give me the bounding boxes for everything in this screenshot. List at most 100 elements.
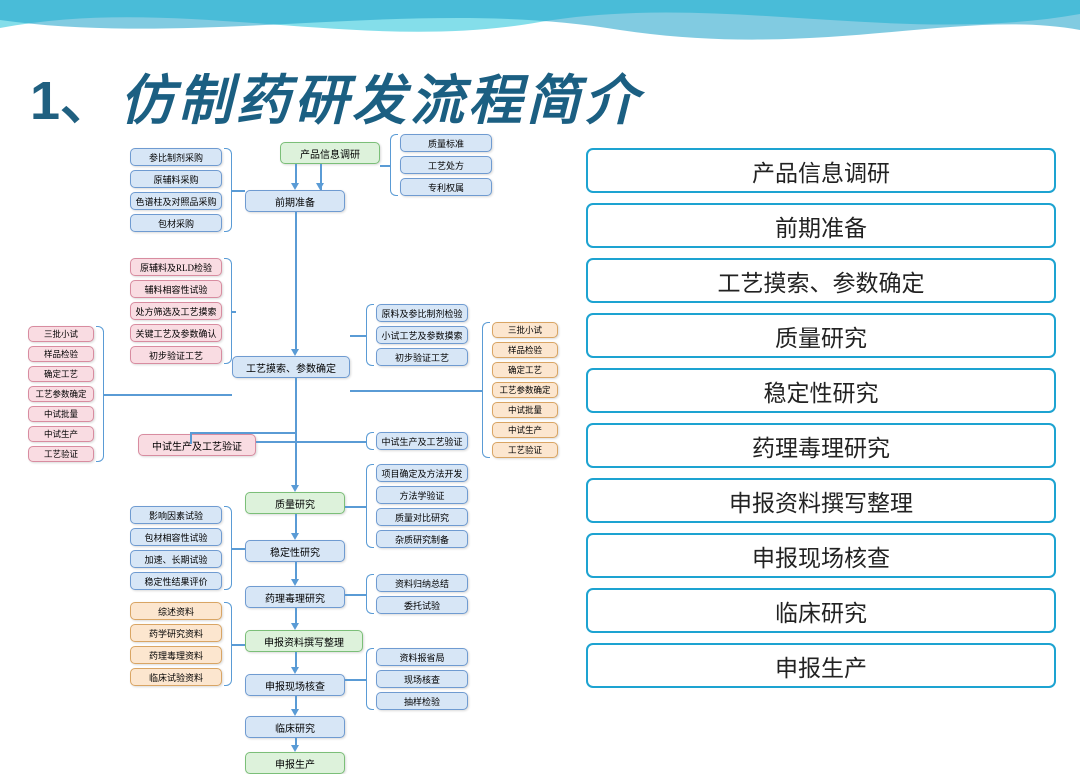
- flow-node: 加速、长期试验: [130, 550, 222, 568]
- flow-node: 项目确定及方法开发: [376, 464, 468, 482]
- flow-node: 质量研究: [245, 492, 345, 514]
- summary-item: 药理毒理研究: [586, 423, 1056, 468]
- flow-node: 现场核查: [376, 670, 468, 688]
- summary-item: 前期准备: [586, 203, 1056, 248]
- connector: [256, 441, 366, 443]
- connector: [295, 652, 297, 668]
- summary-item: 质量研究: [586, 313, 1056, 358]
- connector: [190, 432, 296, 434]
- brace: [224, 506, 232, 590]
- flow-node: 三批小试: [28, 326, 94, 342]
- summary-item: 稳定性研究: [586, 368, 1056, 413]
- flow-node: 产品信息调研: [280, 142, 380, 164]
- summary-item: 临床研究: [586, 588, 1056, 633]
- connector: [380, 165, 390, 167]
- flowchart: 产品信息调研前期准备工艺摸索、参数确定中试生产及工艺验证质量研究稳定性研究药理毒…: [20, 134, 580, 749]
- flow-node: 原料及参比制剂检验: [376, 304, 468, 322]
- flow-node: 初步验证工艺: [130, 346, 222, 364]
- flow-node: 质量对比研究: [376, 508, 468, 526]
- flow-node: 委托试验: [376, 596, 468, 614]
- connector: [350, 390, 482, 392]
- flow-node: 抽样检验: [376, 692, 468, 710]
- flow-node: 申报现场核查: [245, 674, 345, 696]
- brace: [96, 326, 104, 462]
- flow-node: 方法学验证: [376, 486, 468, 504]
- brace: [366, 464, 374, 548]
- flow-node: 工艺处方: [400, 156, 492, 174]
- connector: [295, 514, 297, 534]
- arrow-icon: [291, 623, 299, 630]
- arrow-icon: [291, 349, 299, 356]
- flow-node: 确定工艺: [28, 366, 94, 382]
- connector: [295, 212, 297, 350]
- flow-node: 药学研究资料: [130, 624, 222, 642]
- flow-node: 综述资料: [130, 602, 222, 620]
- connector: [295, 562, 297, 580]
- flow-node: 确定工艺: [492, 362, 558, 378]
- flow-node: 杂质研究制备: [376, 530, 468, 548]
- title-text: 仿制药研发流程简介: [120, 56, 642, 135]
- flow-node: 中试生产及工艺验证: [138, 434, 256, 456]
- flow-node: 申报资料撰写整理: [245, 630, 363, 652]
- flow-node: 临床试验资料: [130, 668, 222, 686]
- flow-node: 申报生产: [245, 752, 345, 774]
- flow-node: 工艺摸索、参数确定: [232, 356, 350, 378]
- flow-node: 中试批量: [28, 406, 94, 422]
- brace: [366, 574, 374, 614]
- summary-item: 工艺摸索、参数确定: [586, 258, 1056, 303]
- flow-node: 中试批量: [492, 402, 558, 418]
- connector: [104, 394, 232, 396]
- summary-item: 申报生产: [586, 643, 1056, 688]
- connector: [232, 644, 245, 646]
- flow-node: 辅料相容性试验: [130, 280, 222, 298]
- flow-node: 药理毒理资料: [130, 646, 222, 664]
- connector: [295, 696, 297, 710]
- flow-node: 三批小试: [492, 322, 558, 338]
- connector: [295, 378, 297, 432]
- brace: [224, 148, 232, 232]
- brace: [482, 322, 490, 458]
- flow-node: 中试生产: [28, 426, 94, 442]
- flow-node: 参比制剂采购: [130, 148, 222, 166]
- summary-item: 申报资料撰写整理: [586, 478, 1056, 523]
- flow-node: 处方筛选及工艺摸索: [130, 302, 222, 320]
- flow-node: 包材相容性试验: [130, 528, 222, 546]
- arrow-icon: [291, 183, 299, 190]
- connector: [295, 164, 297, 184]
- flow-node: 小试工艺及参数摸索: [376, 326, 468, 344]
- flow-node: 中试生产: [492, 422, 558, 438]
- brace: [390, 134, 398, 196]
- flow-node: 工艺参数确定: [492, 382, 558, 398]
- summary-item: 产品信息调研: [586, 148, 1056, 193]
- connector: [190, 432, 192, 444]
- summary-item: 申报现场核查: [586, 533, 1056, 578]
- flow-node: 中试生产及工艺验证: [376, 432, 468, 450]
- connector: [350, 335, 366, 337]
- flow-node: 关键工艺及参数确认: [130, 324, 222, 342]
- flow-node: 工艺参数确定: [28, 386, 94, 402]
- flow-node: 原辅料采购: [130, 170, 222, 188]
- connector: [232, 548, 245, 550]
- arrow-icon: [291, 533, 299, 540]
- flow-node: 资料归纳总结: [376, 574, 468, 592]
- arrow-icon: [291, 745, 299, 752]
- flow-node: 临床研究: [245, 716, 345, 738]
- connector: [232, 311, 236, 313]
- slide-title: 1、 仿制药研发流程简介: [30, 56, 642, 135]
- flow-node: 资料报省局: [376, 648, 468, 666]
- flow-node: 影响因素试验: [130, 506, 222, 524]
- connector: [345, 506, 366, 508]
- connector: [345, 679, 366, 681]
- flow-node: 工艺验证: [492, 442, 558, 458]
- connector: [345, 594, 366, 596]
- flow-node: 前期准备: [245, 190, 345, 212]
- flow-node: 样品检验: [492, 342, 558, 358]
- flow-node: 质量标准: [400, 134, 492, 152]
- arrow-icon: [291, 485, 299, 492]
- flow-node: 稳定性结果评价: [130, 572, 222, 590]
- flow-node: 药理毒理研究: [245, 586, 345, 608]
- flow-node: 稳定性研究: [245, 540, 345, 562]
- flow-node: 初步验证工艺: [376, 348, 468, 366]
- brace: [224, 258, 232, 364]
- top-wave: [0, 0, 1080, 60]
